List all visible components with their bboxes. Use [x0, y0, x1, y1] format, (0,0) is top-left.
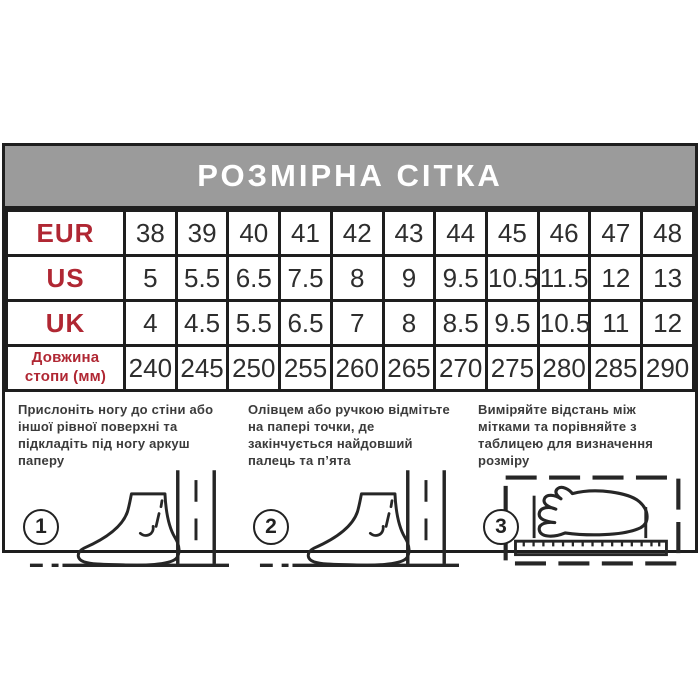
step-3-number: 3 — [495, 514, 507, 538]
size-cell: 45 — [485, 209, 540, 257]
table-row: US 5 5.5 6.5 7.5 8 9 9.5 10.5 11.5 12 13 — [5, 254, 695, 302]
size-table-body: EUR 38 39 40 41 42 43 44 45 46 47 48 US 5 5.5 6.5 7.5 8 9 9… — [5, 209, 695, 392]
step-2-text: Олівцем або ручкою відмітьте на папері т… — [248, 402, 450, 469]
row-header: EUR — [5, 209, 126, 257]
page-title: РОЗМІРНА СІТКА — [5, 146, 695, 209]
table-row: EUR 38 39 40 41 42 43 44 45 46 47 48 — [5, 209, 695, 257]
size-cell: 39 — [174, 209, 230, 257]
size-cell: 260 — [329, 344, 385, 392]
size-cell: 270 — [433, 344, 489, 392]
step-1-text: Прислоніть ногу до стіни або іншої рівно… — [18, 402, 214, 469]
size-cell: 250 — [226, 344, 282, 392]
size-cell: 12 — [640, 299, 695, 347]
size-cell: 10.5 — [536, 299, 592, 347]
size-cell: 240 — [123, 344, 178, 392]
size-cell: 43 — [381, 209, 437, 257]
size-cell: 275 — [485, 344, 540, 392]
size-cell: 40 — [226, 209, 282, 257]
step-2-number-badge: 2 — [253, 508, 289, 545]
size-cell: 4 — [123, 299, 178, 347]
size-cell: 42 — [329, 209, 385, 257]
foot-ruler-measure-icon — [503, 475, 681, 566]
size-cell: 6.5 — [226, 254, 282, 302]
size-cell: 46 — [536, 209, 592, 257]
size-cell: 6.5 — [278, 299, 333, 347]
step-3-text: Виміряйте відстань між мітками та порівн… — [478, 402, 654, 469]
size-cell: 38 — [123, 209, 178, 257]
step-panel-1: Прислоніть ногу до стіни або іншої рівно… — [5, 392, 235, 577]
size-cell: 245 — [174, 344, 230, 392]
size-cell: 8 — [381, 299, 437, 347]
size-cell: 285 — [588, 344, 644, 392]
size-cell: 5 — [123, 254, 178, 302]
step-3-number-badge: 3 — [483, 508, 519, 545]
size-cell: 48 — [640, 209, 695, 257]
size-cell: 7.5 — [278, 254, 333, 302]
step-1-figure: 1 — [18, 469, 229, 569]
size-cell: 280 — [536, 344, 592, 392]
step-panel-2: Олівцем або ручкою відмітьте на папері т… — [235, 392, 465, 577]
size-cell: 8.5 — [433, 299, 489, 347]
table-row: UK 4 4.5 5.5 6.5 7 8 8.5 9.5 10.5 11 12 — [5, 299, 695, 347]
step-1-number-badge: 1 — [23, 508, 59, 545]
foot-against-wall-icon — [259, 469, 459, 567]
size-cell: 265 — [381, 344, 437, 392]
table-row: Довжина стопи (мм) 240 245 250 255 260 265 270 2… — [5, 344, 695, 392]
size-cell: 10.5 — [485, 254, 540, 302]
size-cell: 8 — [329, 254, 385, 302]
size-cell: 13 — [640, 254, 695, 302]
size-cell: 12 — [588, 254, 644, 302]
size-cell: 5.5 — [226, 299, 282, 347]
step-3-figure: 3 — [478, 470, 689, 569]
size-cell: 9.5 — [485, 299, 540, 347]
step-2-number: 2 — [265, 514, 277, 538]
row-header: UK — [5, 299, 126, 347]
size-cell: 7 — [329, 299, 385, 347]
row-header: US — [5, 254, 126, 302]
size-cell: 11 — [588, 299, 644, 347]
size-cell: 290 — [640, 344, 695, 392]
step-2-figure: 2 — [248, 469, 459, 569]
size-cell: 44 — [433, 209, 489, 257]
step-1-number: 1 — [35, 514, 47, 538]
step-panel-3: Виміряйте відстань між мітками та порівн… — [465, 392, 695, 577]
foot-against-wall-icon — [29, 469, 229, 567]
size-cell: 41 — [278, 209, 333, 257]
size-cell: 255 — [278, 344, 333, 392]
size-cell: 9 — [381, 254, 437, 302]
size-chart-card: РОЗМІРНА СІТКА EUR 38 39 40 41 42 43 44 45 46 47 48… — [2, 143, 698, 567]
size-cell: 5.5 — [174, 254, 230, 302]
size-cell: 47 — [588, 209, 644, 257]
measuring-instructions: Прислоніть ногу до стіни або іншої рівно… — [5, 392, 695, 577]
size-table: EUR 38 39 40 41 42 43 44 45 46 47 48 US 5 5.5 6.5 7.5 8 9 9… — [5, 209, 695, 392]
size-cell: 4.5 — [174, 299, 230, 347]
size-cell: 11.5 — [536, 254, 592, 302]
row-header: Довжина стопи (мм) — [5, 344, 126, 392]
size-cell: 9.5 — [433, 254, 489, 302]
